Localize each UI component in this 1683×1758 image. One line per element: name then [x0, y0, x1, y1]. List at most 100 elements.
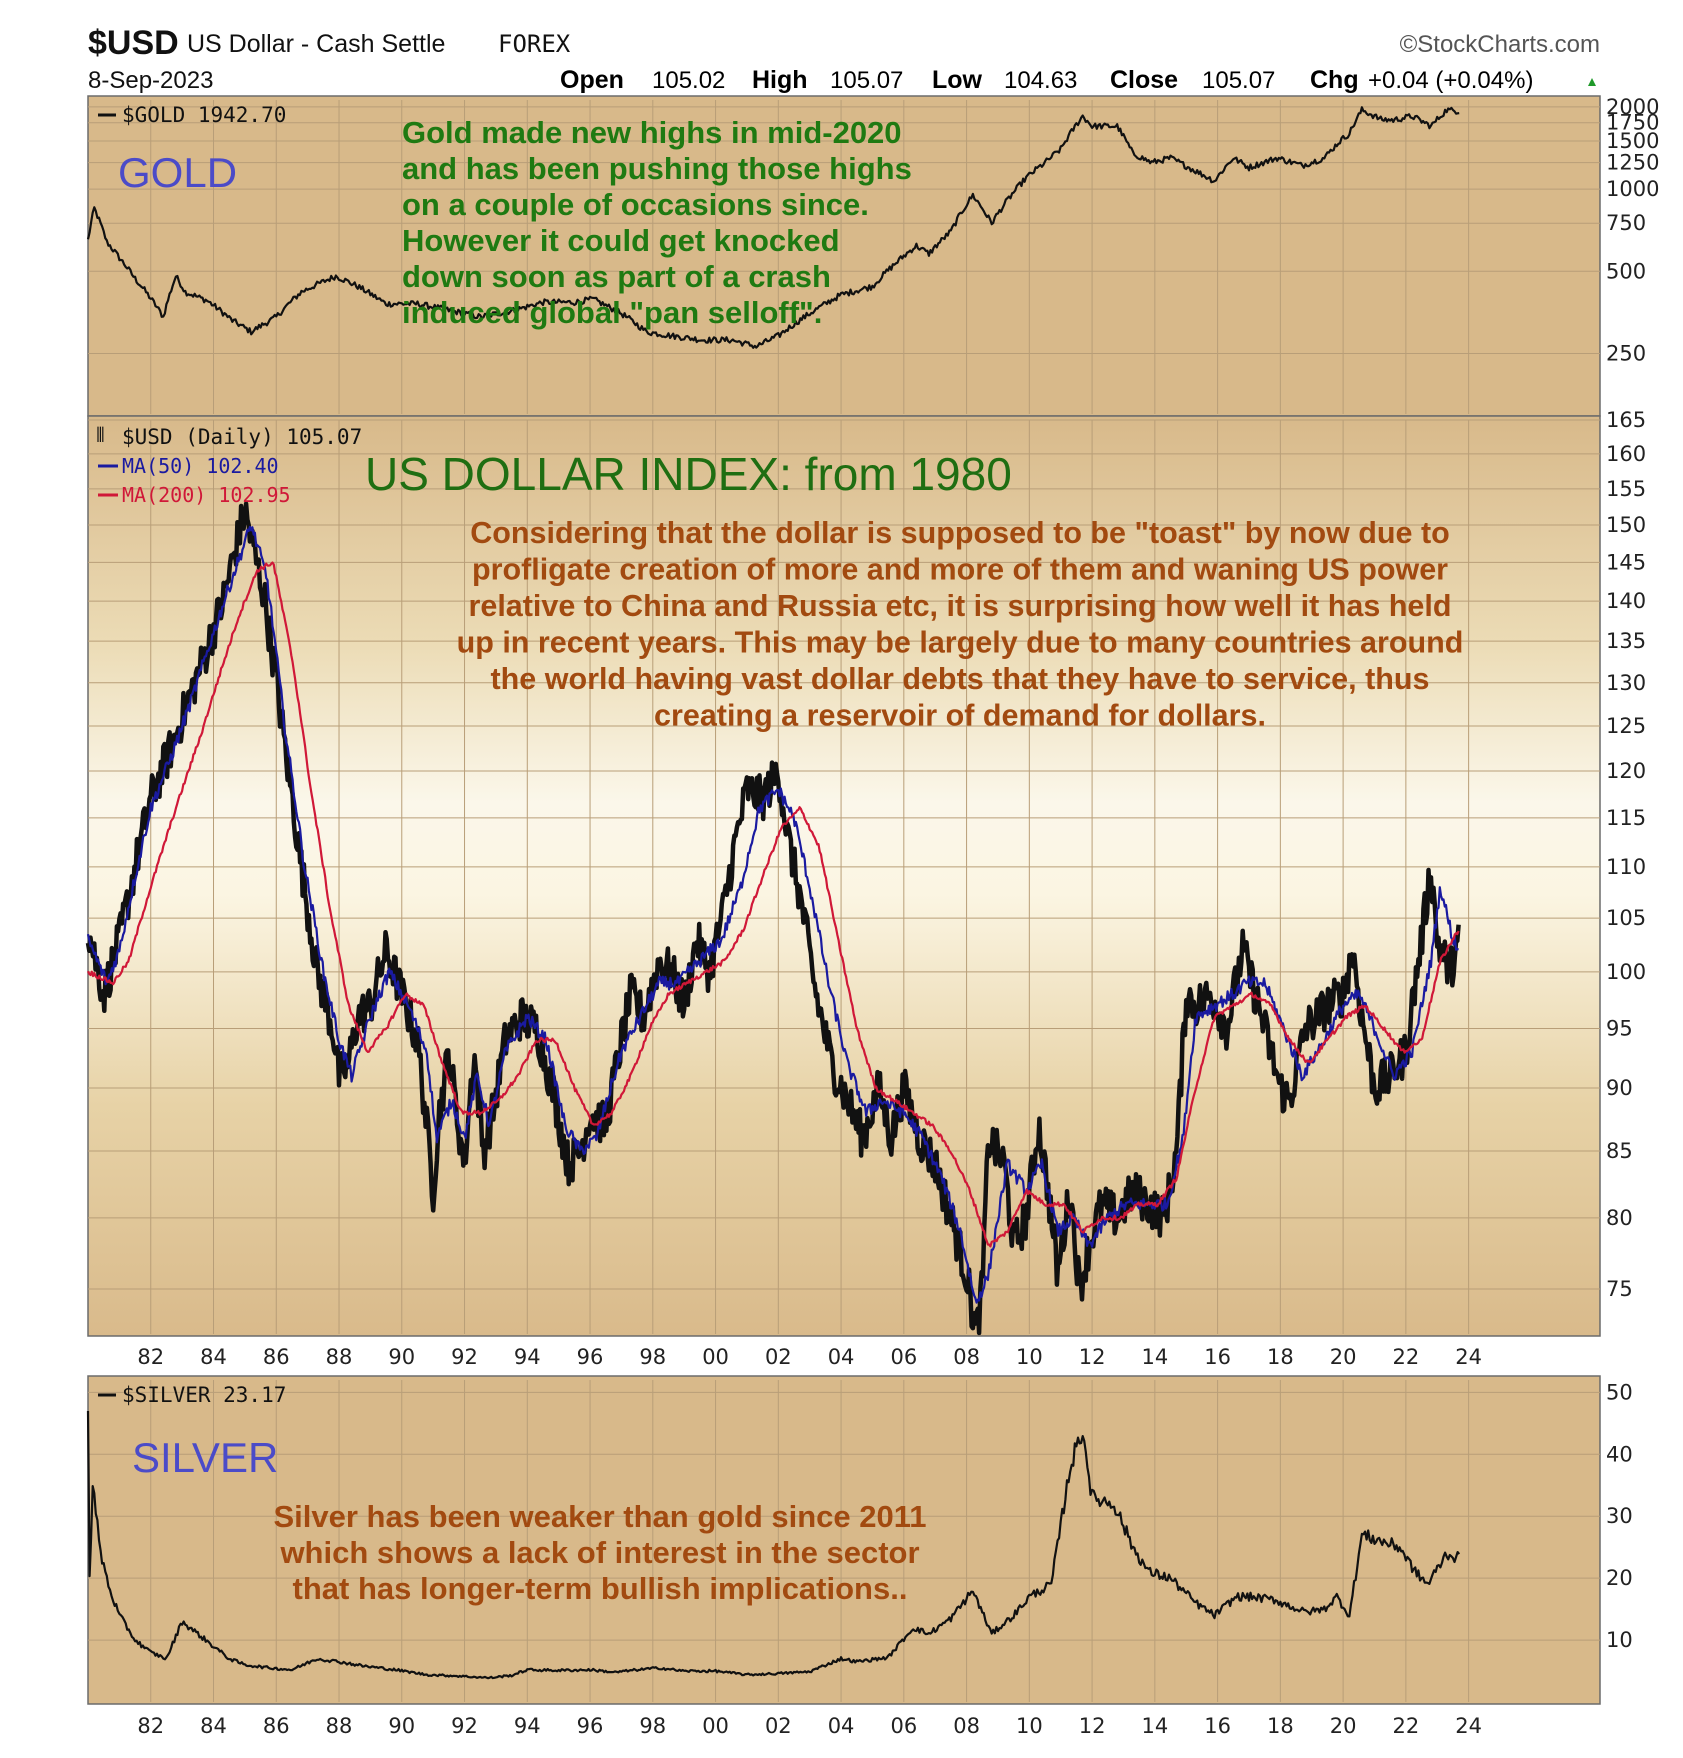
series-line-ma200: [87, 561, 1460, 1248]
x-tick-label: 08: [953, 1345, 980, 1369]
gold-price-series: [86, 106, 1460, 349]
x-tick-label: 08: [953, 1714, 980, 1738]
ohlc-readout: Open 105.02 High 105.07 Low 104.63 Close…: [560, 66, 1596, 94]
chg-label: Chg: [1310, 66, 1359, 94]
annotation-line: induced global "pan selloff".: [402, 295, 822, 330]
y-tick-label: 110: [1606, 855, 1646, 879]
y-tick-label: 155: [1606, 477, 1646, 501]
usd-legend-price: $USD (Daily) 105.07: [122, 425, 362, 449]
y-tick-label: 145: [1606, 550, 1646, 574]
usd-legend-ma50: MA(50) 102.40: [122, 454, 279, 478]
y-tick-label: 500: [1606, 259, 1646, 283]
series-line-price: [85, 501, 1461, 1336]
x-tick-label: 10: [1016, 1345, 1043, 1369]
y-tick-label: 140: [1606, 589, 1646, 613]
y-tick-label: 1500: [1606, 129, 1659, 153]
annotation-line: profligate creation of more and more of …: [472, 553, 1448, 587]
x-tick-label: 04: [828, 1345, 855, 1369]
series-line-price: [86, 1410, 1461, 1680]
y-tick-label: 250: [1606, 341, 1646, 365]
silver-legend-text: $SILVER 23.17: [122, 1383, 286, 1407]
y-tick-label: 20: [1606, 1566, 1633, 1590]
annotation-line: down soon as part of a crash: [402, 259, 831, 294]
x-tick-label: 96: [577, 1714, 604, 1738]
header-exchange: FOREX: [498, 30, 571, 58]
x-tick-label: 18: [1267, 1714, 1294, 1738]
y-tick-label: 135: [1606, 629, 1646, 653]
annotation-line: Considering that the dollar is supposed …: [470, 516, 1450, 550]
usd-series: [85, 501, 1461, 1336]
y-tick-label: 95: [1606, 1016, 1633, 1040]
x-tick-label: 02: [765, 1345, 792, 1369]
y-tick-label: 75: [1606, 1277, 1633, 1301]
x-tick-label: 82: [137, 1345, 164, 1369]
y-tick-label: 105: [1606, 906, 1646, 930]
x-tick-label: 16: [1204, 1714, 1231, 1738]
y-tick-label: 150: [1606, 513, 1646, 537]
high-label: High: [752, 66, 808, 94]
silver-legend: $SILVER 23.17: [98, 1383, 286, 1407]
gold-panel-bg: [87, 95, 1601, 417]
annotation-line: Gold made new highs in mid-2020: [402, 115, 902, 150]
x-tick-label: 84: [200, 1345, 227, 1369]
x-tick-label: 10: [1016, 1714, 1043, 1738]
x-tick-label: 88: [326, 1345, 353, 1369]
annotation-line: and has been pushing those highs: [402, 151, 912, 186]
gold-gridlines: [88, 100, 1600, 414]
gold-legend: $GOLD 1942.70: [98, 103, 286, 127]
x-tick-label: 92: [451, 1345, 478, 1369]
x-tick-label: 82: [137, 1714, 164, 1738]
x-tick-label: 20: [1330, 1714, 1357, 1738]
x-tick-label: 20: [1330, 1345, 1357, 1369]
usd-gridlines: [88, 419, 1600, 1334]
usd-panel: 165 160 155 150 145 140 135 130 125 120 115 110 105 1…: [85, 408, 1646, 1337]
usd-legend: ⦀ $USD (Daily) 105.07 MA(50) 102.40 MA(2…: [96, 423, 362, 507]
series-line-price: [86, 106, 1460, 349]
x-tick-label: 24: [1455, 1714, 1482, 1738]
y-tick-label: 130: [1606, 671, 1646, 695]
x-tick-label: 00: [702, 1345, 729, 1369]
annotation-line: on a couple of occasions since.: [402, 187, 869, 222]
usd-legend-ma200: MA(200) 102.95: [122, 483, 291, 507]
x-tick-label: 94: [514, 1714, 541, 1738]
y-tick-label: 40: [1606, 1442, 1633, 1466]
silver-gridlines: [88, 1380, 1600, 1702]
x-tick-label: 90: [388, 1345, 415, 1369]
x-tick-label: 00: [702, 1714, 729, 1738]
y-tick-label: 30: [1606, 1504, 1633, 1528]
x-tick-label: 90: [388, 1714, 415, 1738]
header-brand: ©StockCharts.com: [1400, 31, 1600, 58]
usd-annotation: Considering that the dollar is supposed …: [457, 516, 1464, 733]
y-tick-label: 120: [1606, 759, 1646, 783]
silver-panel-bg: [87, 1375, 1601, 1705]
header-symbol: $USD: [88, 24, 179, 62]
x-tick-label: 86: [263, 1714, 290, 1738]
y-tick-label: 125: [1606, 714, 1646, 738]
x-tick-label: 14: [1141, 1345, 1168, 1369]
x-tick-label: 94: [514, 1345, 541, 1369]
x-tick-label: 14: [1141, 1714, 1168, 1738]
usd-panel-title: US DOLLAR INDEX: from 1980: [365, 448, 1012, 500]
x-tick-label: 96: [577, 1345, 604, 1369]
y-tick-label: 1000: [1606, 177, 1659, 201]
y-tick-label: 10: [1606, 1628, 1633, 1652]
header-date: 8-Sep-2023: [88, 67, 213, 94]
x-tick-label: 92: [451, 1714, 478, 1738]
x-tick-label: 86: [263, 1345, 290, 1369]
annotation-line: that has longer-term bullish implication…: [293, 1571, 908, 1606]
header-name: US Dollar - Cash Settle: [187, 30, 445, 58]
x-tick-label: 18: [1267, 1345, 1294, 1369]
x-tick-label: 02: [765, 1714, 792, 1738]
x-tick-label: 98: [639, 1714, 666, 1738]
annotation-line: the world having vast dollar debts that …: [491, 662, 1430, 696]
annotation-line: creating a reservoir of demand for dolla…: [654, 699, 1266, 733]
x-tick-label: 22: [1392, 1714, 1419, 1738]
x-tick-label: 88: [326, 1714, 353, 1738]
x-tick-label: 12: [1079, 1345, 1106, 1369]
x-tick-label: 12: [1079, 1714, 1106, 1738]
usd-y-axis: 165 160 155 150 145 140 135 130 125 120 115 110 105 1…: [1606, 408, 1646, 1301]
